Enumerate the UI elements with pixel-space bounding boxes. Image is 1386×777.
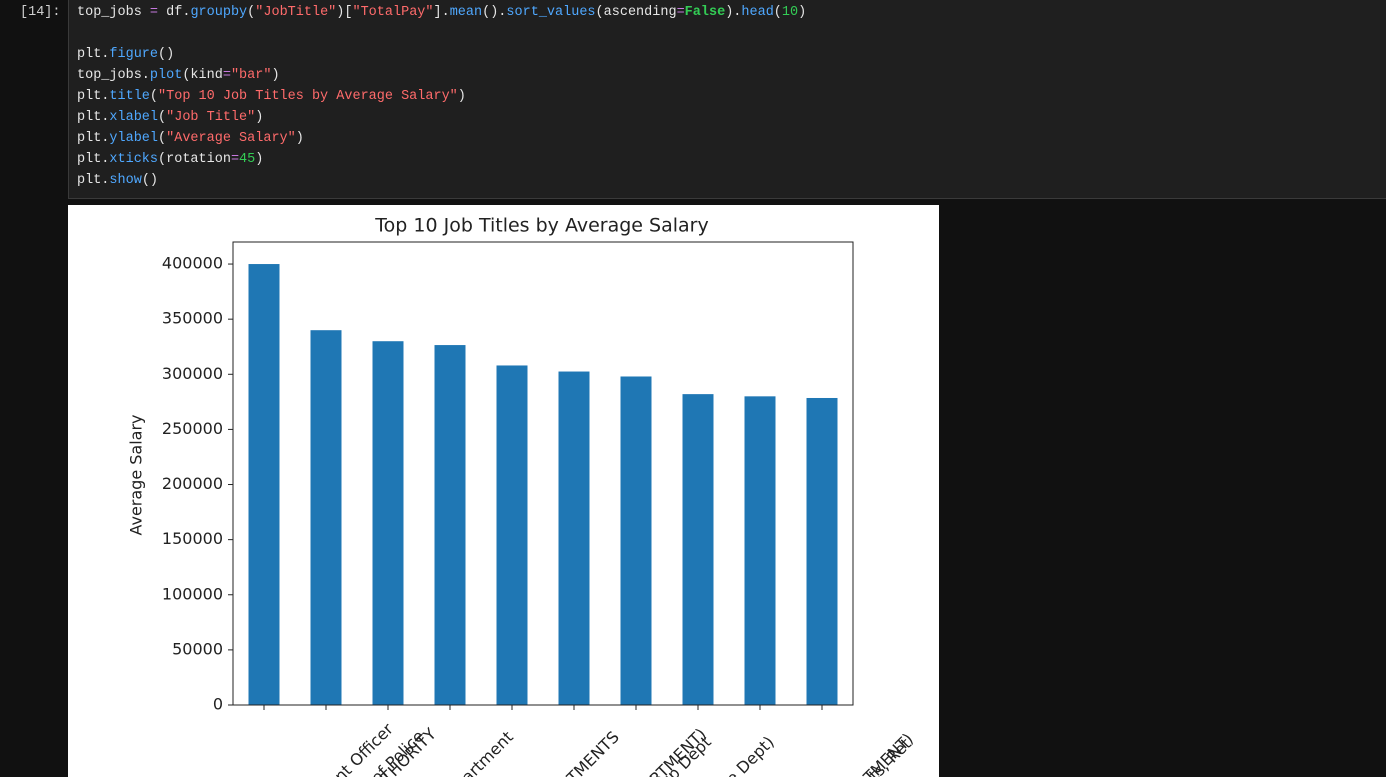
code-token: show [109,173,142,188]
code-token: "Job Title" [166,110,256,125]
code-token: top_jobs. [77,68,150,83]
code-token: title [109,89,150,104]
code-token: head [741,5,774,20]
chart-title: Top 10 Job Titles by Average Salary [374,215,708,237]
code-token: 45 [239,152,256,167]
code-token: (). [482,5,507,20]
code-line: plt.ylabel("Average Salary") [77,131,304,146]
code-line: plt.title("Top 10 Job Titles by Average … [77,89,466,104]
code-token: ]. [433,5,450,20]
code-token: ). [725,5,742,20]
bar [310,330,342,705]
code-token: = [676,5,685,20]
code-token: plt. [77,173,110,188]
code-token: plt. [77,110,110,125]
y-axis-label: Average Salary [127,414,146,535]
code-token: plot [149,68,183,83]
y-tick-label: 50000 [172,639,223,658]
code-token: xticks [109,152,159,167]
code-token: ( [773,5,782,20]
bar [434,345,466,705]
code-token: False [684,5,726,20]
bar [372,341,404,705]
code-token: () [141,173,159,188]
code-token: "JobTitle" [255,5,337,20]
code-token: ) [255,152,264,167]
code-token: groupby [190,5,248,20]
code-token: = [149,5,159,20]
y-tick-label: 100000 [162,584,223,603]
code-token: "Top 10 Job Titles by Average Salary" [158,89,458,104]
code-token: 10 [781,5,799,20]
code-token: ) [798,5,807,20]
plot-frame [232,241,854,706]
bar [744,396,776,705]
code-token: sort_values [506,5,596,20]
code-token: ( [149,89,159,104]
y-tick-label: 350000 [162,309,223,328]
code-line: plt.xlabel("Job Title") [77,110,263,125]
code-token: plt. [77,47,110,62]
code-line: plt.show() [77,173,158,188]
code-token: ( [158,131,167,146]
code-token: ) [295,131,304,146]
code-token: "Average Salary" [166,131,296,146]
code-line: plt.xticks(rotation=45) [77,152,263,167]
code-token: ) [271,68,280,83]
code-token: = [222,68,231,83]
y-tick-label: 400000 [162,254,223,273]
code-token: ylabel [109,131,159,146]
code-line: plt.figure() [77,47,174,62]
bar [558,371,590,705]
code-token: ) [255,110,264,125]
y-tick-label: 250000 [162,419,223,438]
code-token: (rotation [158,152,231,167]
code-token: plt. [77,152,110,167]
code-token: "TotalPay" [352,5,434,20]
y-tick-label: 300000 [162,364,223,383]
y-tick-label: 0 [213,695,223,714]
code-token: (ascending [595,5,677,20]
code-token: plt. [77,131,110,146]
code-cell[interactable]: top_jobs = df.groupby("JobTitle")["Total… [68,0,1386,199]
code-token: "bar" [230,68,272,83]
code-token: xlabel [109,110,159,125]
code-token: ( [247,5,256,20]
code-token: top_jobs [77,5,150,20]
code-token: (kind [182,68,223,83]
bar [496,365,528,705]
bar [620,376,652,705]
code-token: ) [457,89,466,104]
code-token: = [230,152,240,167]
y-tick-label: 200000 [162,474,223,493]
code-token: figure [109,47,159,62]
bar [682,394,714,705]
code-token: ( [158,110,167,125]
bar [248,264,280,705]
code-line: top_jobs.plot(kind="bar") [77,68,280,83]
code-token: )[ [336,5,353,20]
code-token: df. [158,5,191,20]
code-token: mean [449,5,483,20]
chart: Top 10 Job Titles by Average Salary Aver… [68,205,939,777]
code-token: () [158,47,175,62]
y-tick-label: 150000 [162,529,223,548]
code-line: top_jobs = df.groupby("JobTitle")["Total… [77,5,806,20]
cell-prompt: [14]: [20,5,61,20]
code-token: plt. [77,89,110,104]
bar [806,397,838,705]
